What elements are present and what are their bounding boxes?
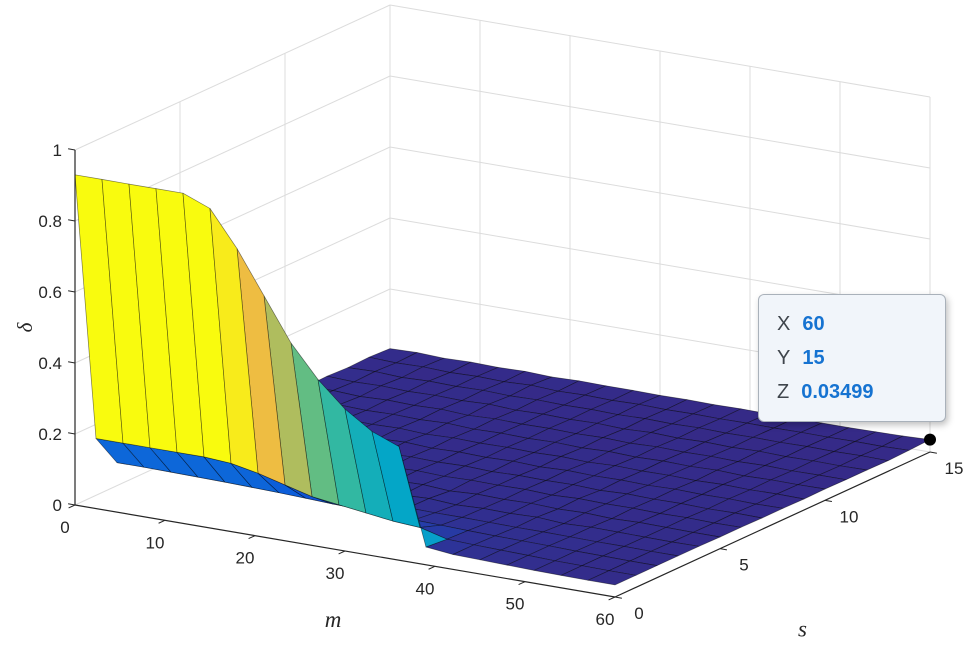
z-tick-label: 0 xyxy=(53,496,62,515)
y-tick xyxy=(929,451,937,454)
z-tick xyxy=(68,219,76,222)
x-tick xyxy=(608,596,616,601)
x-tick xyxy=(338,550,346,555)
x-tick-label: 20 xyxy=(236,549,255,568)
y-axis-line xyxy=(614,451,931,598)
datatip-z-value: 0.03499 xyxy=(801,380,874,403)
datatip-row-y: Y 15 xyxy=(777,341,927,375)
x-tick xyxy=(68,504,76,509)
z-tick-label: 0.8 xyxy=(38,212,62,231)
surface-face xyxy=(371,431,421,528)
y-axis-label: s xyxy=(798,617,807,642)
x-tick xyxy=(518,581,526,586)
datatip-z-label: Z xyxy=(777,380,790,403)
z-tick xyxy=(68,148,76,151)
y-tick-label: 10 xyxy=(840,507,859,526)
surface-face xyxy=(587,570,637,586)
x-tick-label: 0 xyxy=(60,518,69,537)
datatip-y-label: Y xyxy=(777,346,791,369)
z-tick-label: 0.6 xyxy=(38,283,62,302)
datatip[interactable]: X 60 Y 15 Z 0.03499 xyxy=(758,293,946,422)
y-tick xyxy=(614,596,622,599)
z-tick-label: 1 xyxy=(53,141,62,160)
z-tick xyxy=(68,361,76,364)
x-tick-label: 60 xyxy=(596,610,615,629)
datatip-row-x: X 60 xyxy=(777,307,927,341)
y-tick xyxy=(824,499,832,503)
z-tick-label: 0.2 xyxy=(38,425,62,444)
z-tick xyxy=(68,432,76,435)
surface-face xyxy=(209,208,259,474)
y-tick-label: 5 xyxy=(739,556,748,575)
x-tick-label: 30 xyxy=(326,564,345,583)
z-tick-label: 0.4 xyxy=(38,354,62,373)
x-tick-label: 10 xyxy=(146,533,165,552)
datatip-y-value: 15 xyxy=(802,346,825,369)
datatip-row-z: Z 0.03499 xyxy=(777,375,927,409)
y-tick xyxy=(719,548,727,551)
datatip-x-label: X xyxy=(777,312,791,335)
x-tick xyxy=(248,535,256,540)
z-tick xyxy=(68,503,76,506)
y-tick-label: 15 xyxy=(945,459,964,478)
x-tick-label: 40 xyxy=(416,579,435,598)
x-tick-label: 50 xyxy=(506,595,525,614)
z-axis-label: δ xyxy=(13,321,37,332)
z-tick xyxy=(68,290,76,293)
x-tick xyxy=(428,565,436,570)
x-tick xyxy=(158,519,166,524)
grid-line xyxy=(74,4,391,151)
datatip-x-value: 60 xyxy=(802,312,825,335)
datatip-marker[interactable] xyxy=(924,433,936,446)
y-tick-label: 0 xyxy=(634,604,643,623)
x-axis-label: m xyxy=(325,607,342,632)
